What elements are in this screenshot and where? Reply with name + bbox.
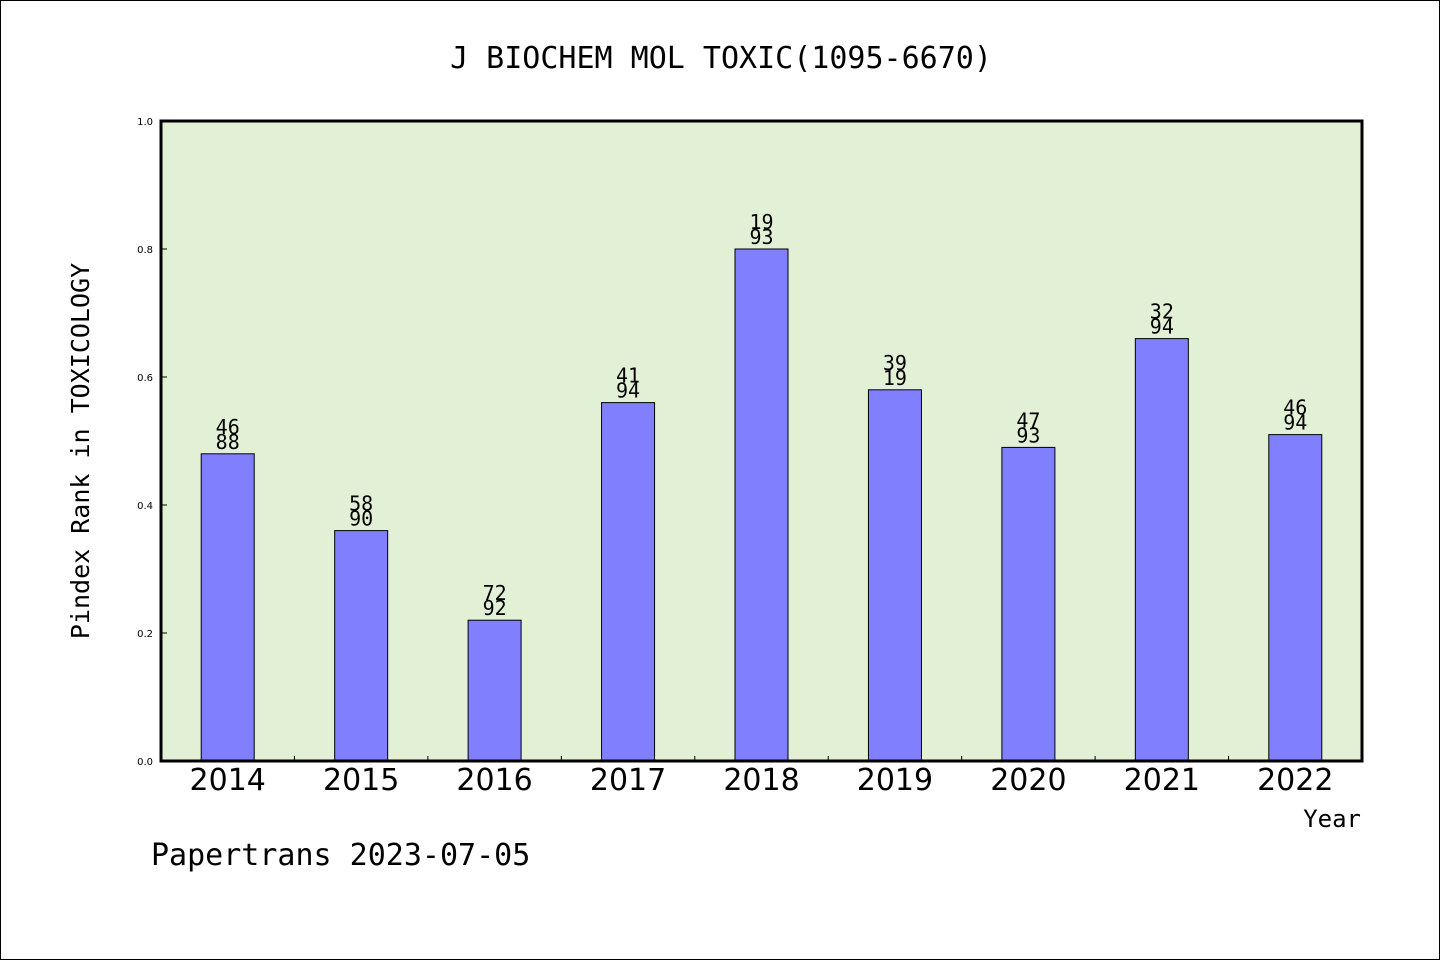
bar-2016 xyxy=(467,619,522,762)
x-tick-label-2019: 2019 xyxy=(857,763,933,798)
x-axis-ticks: 2014 2015 2016 2017 2018 2019 2020 2021 2022 xyxy=(190,756,1333,798)
x-tick-label-2014: 2014 xyxy=(190,763,266,798)
x-tick-label-2017: 2017 xyxy=(590,763,666,798)
bar-label-top-2021: 32 xyxy=(1150,300,1174,324)
bar-label-top-2018: 19 xyxy=(749,210,773,234)
bar-label-bottom-2014: 88 xyxy=(216,430,240,454)
y-tick-label-0.0: 0.0 xyxy=(137,757,153,768)
bar-label-top-2016: 72 xyxy=(483,581,507,605)
bar-2022 xyxy=(1268,434,1323,762)
bar-2019 xyxy=(867,389,922,762)
bar-label-bottom-2021: 94 xyxy=(1150,315,1174,339)
bar-label-bottom-2020: 93 xyxy=(1016,423,1040,447)
footer-credit: Papertrans 2023-07-05 xyxy=(151,838,530,873)
bar-2021 xyxy=(1134,338,1189,762)
bar-2017 xyxy=(601,402,656,762)
bar-label-top-2020: 47 xyxy=(1016,408,1040,432)
y-tick-label-1.0: 1.0 xyxy=(137,117,153,128)
x-tick-label-2021: 2021 xyxy=(1124,763,1200,798)
bar-label-bottom-2015: 90 xyxy=(349,507,373,531)
bar-label-bottom-2022: 94 xyxy=(1283,411,1307,435)
bars-group xyxy=(200,248,1323,762)
bar-label-bottom-2017: 94 xyxy=(616,379,640,403)
bar-2018 xyxy=(734,248,789,762)
y-tick-label-0.6: 0.6 xyxy=(137,373,153,384)
bar-label-top-2015: 58 xyxy=(349,492,373,516)
bar-label-top-2014: 46 xyxy=(216,415,240,439)
bar-label-bottom-2018: 93 xyxy=(749,225,773,249)
bar-2014 xyxy=(200,453,255,762)
x-tick-label-2022: 2022 xyxy=(1257,763,1333,798)
x-tick-label-2020: 2020 xyxy=(990,763,1066,798)
x-tick-label-2016: 2016 xyxy=(456,763,532,798)
plot-border xyxy=(159,119,1364,763)
y-tick-label-0.8: 0.8 xyxy=(137,245,153,256)
bar-label-bottom-2019: 19 xyxy=(883,366,907,390)
bar-label-top-2022: 46 xyxy=(1283,396,1307,420)
x-tick-label-2015: 2015 xyxy=(323,763,399,798)
y-tick-label-0.2: 0.2 xyxy=(137,629,153,640)
y-axis-label: Pindex Rank in TOXICOLOGY xyxy=(66,263,95,639)
bar-2015 xyxy=(334,530,389,762)
chart-title: J BIOCHEM MOL TOXIC(1095-6670) xyxy=(450,41,992,76)
bar-label-top-2017: 41 xyxy=(616,364,640,388)
x-axis-label: Year xyxy=(1303,805,1361,833)
bar-label-top-2019: 39 xyxy=(883,351,907,375)
x-tick-label-2018: 2018 xyxy=(723,763,799,798)
bar-label-bottom-2016: 92 xyxy=(483,596,507,620)
bar-2020 xyxy=(1001,446,1056,762)
y-tick-label-0.4: 0.4 xyxy=(137,501,153,512)
